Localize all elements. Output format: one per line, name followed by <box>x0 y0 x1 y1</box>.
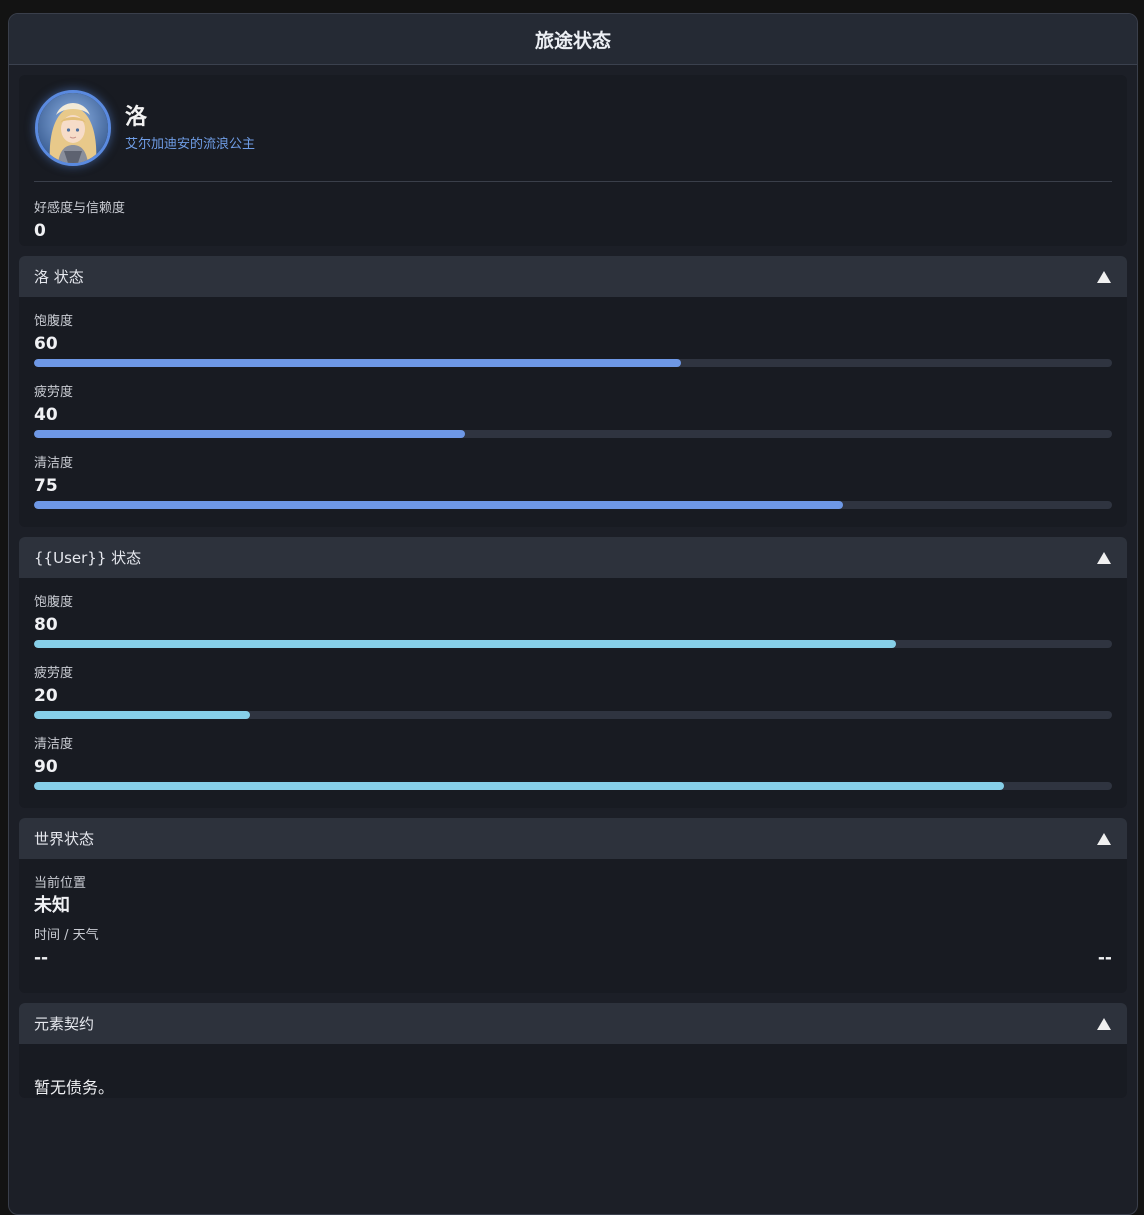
section-body: 当前位置 未知 时间 / 天气 -- -- <box>19 859 1127 993</box>
stat-label: 疲劳度 <box>34 666 74 681</box>
progress-bar <box>34 359 1112 367</box>
progress-bar <box>34 782 1112 790</box>
location-value: 未知 <box>34 895 70 916</box>
section-title: 洛 状态 <box>34 268 84 286</box>
stat-value: 0 <box>34 221 46 241</box>
section-header[interactable]: 洛 状态 <box>19 256 1127 297</box>
profile-header: 洛 艾尔加迪安的流浪公主 <box>34 89 1112 182</box>
location-label: 当前位置 <box>34 876 87 891</box>
triangle-up-icon[interactable] <box>1097 270 1111 283</box>
section-title: {{User}} 状态 <box>34 549 142 567</box>
progress-bar <box>34 711 1112 719</box>
progress-fill <box>34 501 843 509</box>
status-panel: 旅途状态 <box>8 13 1138 1215</box>
progress-bar <box>34 430 1112 438</box>
lo-status-section: 洛 状态 饱腹度 60 疲劳度 40 清洁度 75 <box>19 256 1127 527</box>
section-header[interactable]: {{User}} 状态 <box>19 537 1127 578</box>
stat-value: 20 <box>34 686 58 706</box>
avatar <box>35 90 111 166</box>
stat-row: 饱腹度 80 <box>34 594 1112 648</box>
world-status-section: 世界状态 当前位置 未知 时间 / 天气 -- -- <box>19 818 1127 993</box>
time-weather-label: 时间 / 天气 <box>34 928 99 943</box>
character-portrait-icon <box>38 93 108 163</box>
progress-fill <box>34 359 681 367</box>
stat-value: 60 <box>34 334 58 354</box>
profile-names: 洛 艾尔加迪安的流浪公主 <box>125 105 255 152</box>
triangle-up-icon[interactable] <box>1097 551 1111 564</box>
section-body: 饱腹度 80 疲劳度 20 清洁度 90 <box>19 578 1127 808</box>
progress-fill <box>34 782 1005 790</box>
stat-row: 疲劳度 40 <box>34 384 1112 438</box>
panel-content: 洛 艾尔加迪安的流浪公主 好感度与信赖度 0 洛 状态 饱腹度 <box>9 65 1137 1098</box>
affection-stat: 好感度与信赖度 0 <box>34 200 1112 246</box>
stat-label: 疲劳度 <box>34 385 74 400</box>
character-name: 洛 <box>125 104 148 130</box>
progress-bar <box>34 640 1112 648</box>
panel-title: 旅途状态 <box>9 14 1137 65</box>
stat-row: 饱腹度 60 <box>34 313 1112 367</box>
stat-value: 75 <box>34 476 58 496</box>
section-header[interactable]: 元素契约 <box>19 1003 1127 1044</box>
stat-row: 清洁度 90 <box>34 736 1112 790</box>
stat-label: 好感度与信赖度 <box>34 201 126 216</box>
progress-fill <box>34 430 466 438</box>
stat-row: 疲劳度 20 <box>34 665 1112 719</box>
time-value: -- <box>34 948 49 968</box>
weather-value: -- <box>1097 948 1112 968</box>
section-title: 元素契约 <box>34 1015 95 1033</box>
stat-label: 饱腹度 <box>34 314 74 329</box>
progress-bar <box>34 501 1112 509</box>
pact-debt-text: 暂无债务。 <box>34 1078 115 1097</box>
profile-card: 洛 艾尔加迪安的流浪公主 好感度与信赖度 0 <box>19 75 1127 246</box>
elemental-pact-section: 元素契约 暂无债务。 <box>19 1003 1127 1098</box>
triangle-up-icon[interactable] <box>1097 832 1111 845</box>
section-header[interactable]: 世界状态 <box>19 818 1127 859</box>
section-title: 世界状态 <box>34 830 95 848</box>
stat-label: 饱腹度 <box>34 595 74 610</box>
stat-value: 80 <box>34 615 58 635</box>
stat-value: 90 <box>34 757 58 777</box>
progress-fill <box>34 640 897 648</box>
section-body: 饱腹度 60 疲劳度 40 清洁度 75 <box>19 297 1127 527</box>
stat-label: 清洁度 <box>34 737 74 752</box>
triangle-up-icon[interactable] <box>1097 1017 1111 1030</box>
stat-label: 清洁度 <box>34 456 74 471</box>
stat-row: 清洁度 75 <box>34 455 1112 509</box>
user-status-section: {{User}} 状态 饱腹度 80 疲劳度 20 清洁度 90 <box>19 537 1127 808</box>
stat-value: 40 <box>34 405 58 425</box>
progress-fill <box>34 711 250 719</box>
character-subtitle: 艾尔加迪安的流浪公主 <box>125 136 256 152</box>
time-weather-row: -- -- <box>34 945 1112 971</box>
